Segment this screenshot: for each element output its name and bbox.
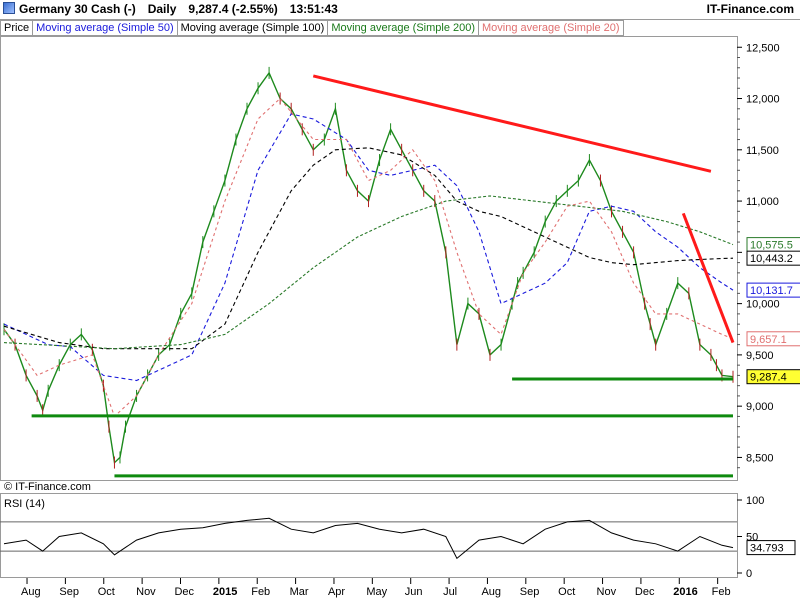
- instrument-name: Germany 30 Cash (-): [19, 2, 136, 16]
- y-tick-label: 8,500: [746, 452, 774, 464]
- time-axis: Aug Sep Oct Nov Dec 2015 Feb Mar Apr May Jun Jul Aug…: [21, 578, 731, 598]
- x-tick-label: Nov: [136, 586, 156, 598]
- legend-price-label: Price: [4, 22, 30, 34]
- rsi-value-box: [746, 540, 796, 556]
- rsi-value-label: 34.793: [750, 543, 784, 555]
- x-tick-label: Dec: [635, 586, 655, 598]
- y-tick-label: 11,000: [746, 196, 779, 208]
- x-tick-label: Nov: [597, 586, 617, 598]
- legend-ma100-label: Moving average (Simple 100): [180, 22, 325, 34]
- price-label-box: [746, 331, 800, 347]
- watermark: © IT-Finance.com: [4, 481, 91, 493]
- y-tick-label: 10,000: [746, 299, 780, 311]
- series-2-line: [3, 147, 734, 350]
- legend-ma100[interactable]: Moving average (Simple 100): [177, 20, 329, 36]
- rsi-title: RSI (14): [4, 498, 45, 510]
- legend-bar: Price Moving average (Simple 50) Moving av…: [0, 20, 624, 36]
- trendline-red: [312, 74, 712, 173]
- x-tick-label: Jul: [443, 586, 457, 598]
- x-tick-label: Jun: [405, 586, 423, 598]
- x-tick-label: Feb: [712, 586, 731, 598]
- series-0-line: [3, 71, 734, 465]
- x-tick-label: Dec: [174, 586, 194, 598]
- legend-price[interactable]: Price: [0, 20, 34, 36]
- price-label-box: [746, 250, 800, 266]
- price-label: 9,287.4: [750, 372, 787, 384]
- y-tick-label: 12,500: [746, 42, 780, 54]
- price-label-box: [746, 237, 800, 253]
- legend-ma20[interactable]: Moving average (Simple 20): [479, 20, 624, 36]
- y-tick-label: 10,500: [746, 247, 780, 259]
- price-label: 9,657.1: [750, 334, 787, 346]
- price-series: [3, 66, 734, 469]
- series-4-line: [3, 97, 734, 418]
- price-label-box: [746, 282, 800, 298]
- rsi-y-tick-label: 0: [746, 568, 752, 580]
- price-label: 10,443.2: [750, 253, 793, 265]
- legend-ma50[interactable]: Moving average (Simple 50): [33, 20, 178, 36]
- legend-ma20-label: Moving average (Simple 20): [482, 22, 620, 34]
- price-axis: 8,500 9,000 9,500 10,000 10,500 11,000 11,500 1…: [737, 42, 800, 469]
- rsi-y-tick-label: 50: [746, 532, 758, 544]
- rsi-panel: 0 50 100 34.793: [0, 495, 796, 580]
- x-tick-label: May: [366, 586, 387, 598]
- y-tick-label: 12,000: [746, 94, 780, 106]
- legend-ma200-label: Moving average (Simple 200): [331, 22, 476, 34]
- x-tick-label: Sep: [520, 586, 540, 598]
- chart-icon: [3, 2, 15, 14]
- provider-label: IT-Finance.com: [706, 2, 794, 16]
- x-tick-label: Oct: [558, 586, 575, 598]
- y-tick-label: 9,500: [746, 350, 774, 362]
- x-tick-label: Apr: [328, 586, 345, 598]
- price-label: 10,575.5: [750, 240, 793, 252]
- y-tick-label: 9,000: [746, 401, 774, 413]
- trendlines: [31, 74, 735, 478]
- rsi-panel-frame: [0, 493, 738, 578]
- chart-title-bar: Germany 30 Cash (-) Daily 9,287.4 (-2.55%)…: [0, 0, 800, 20]
- y-tick-label: 11,500: [746, 145, 779, 157]
- rsi-y-tick-label: 100: [746, 495, 764, 507]
- x-tick-label: Aug: [481, 586, 501, 598]
- x-tick-label: 2016: [673, 586, 697, 598]
- x-tick-label: Aug: [21, 586, 41, 598]
- rsi-line: [3, 517, 734, 560]
- chart-header: Germany 30 Cash (-) Daily 9,287.4 (-2.55%)…: [3, 0, 338, 19]
- quote-label: 9,287.4 (-2.55%): [188, 2, 278, 16]
- x-tick-label: Mar: [290, 586, 309, 598]
- x-tick-label: 2015: [213, 586, 237, 598]
- interval-label: Daily: [147, 2, 177, 16]
- x-tick-label: Oct: [98, 586, 115, 598]
- trendline-red: [681, 212, 735, 344]
- legend-ma200[interactable]: Moving average (Simple 200): [328, 20, 480, 36]
- time-label: 13:51:43: [289, 2, 338, 16]
- series-3-line: [3, 195, 734, 350]
- legend-ma50-label: Moving average (Simple 50): [36, 22, 174, 34]
- series-1-line: [3, 113, 734, 382]
- price-label-box: [746, 369, 800, 385]
- x-tick-label: Sep: [59, 586, 79, 598]
- price-panel-frame: [0, 36, 738, 481]
- price-label: 10,131.7: [750, 285, 793, 297]
- x-tick-label: Feb: [251, 586, 270, 598]
- price-grid: [0, 36, 738, 578]
